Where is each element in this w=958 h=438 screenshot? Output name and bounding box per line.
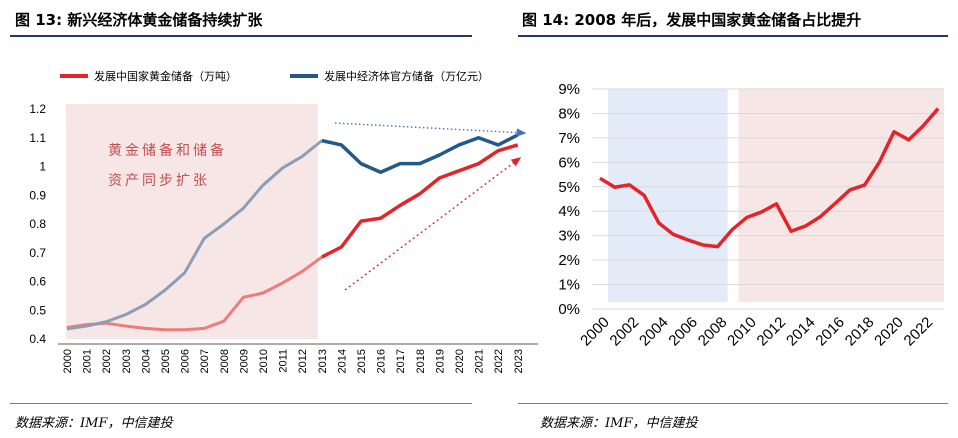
x-tick-label: 2003	[121, 349, 133, 373]
x-tick-label: 2016	[812, 314, 848, 350]
x-tick-label: 2005	[160, 349, 172, 373]
y-tick-label: 1	[39, 160, 46, 174]
x-tick-label: 2014	[783, 314, 819, 350]
right-title-rule	[518, 35, 948, 37]
series-line-official-reserve	[321, 133, 519, 174]
x-tick-label: 2017	[395, 349, 407, 373]
x-tick-label: 2004	[636, 314, 672, 350]
x-tick-label: 2018	[842, 314, 878, 350]
y-tick-label: 1.1	[29, 131, 46, 145]
y-tick-label: 8%	[558, 105, 580, 122]
x-tick-label: 2022	[901, 314, 937, 350]
y-tick-label: 0.5	[29, 303, 46, 317]
y-tick-label: 7%	[558, 130, 580, 147]
x-tick-label: 2011	[278, 349, 290, 373]
series-line-official-reserve-early	[66, 139, 323, 331]
x-tick-label: 2002	[101, 349, 113, 373]
annotation-text: 资产同步扩张	[108, 173, 210, 189]
x-tick-label: 2008	[219, 349, 231, 373]
right-chart: 0% 1% 2% 3% 4% 5% 6% 7% 8% 9% 20002002200420062008…	[558, 81, 945, 350]
shaded-region	[66, 104, 318, 339]
y-tick-label: 1.2	[29, 102, 46, 116]
x-tick-label: 2019	[434, 349, 446, 373]
y-tick-label: 0.8	[29, 217, 46, 231]
x-tick-label: 2008	[695, 314, 731, 350]
x-tick-label: 2009	[238, 349, 250, 373]
trend-arrow-red	[344, 157, 522, 291]
y-tick-label: 2%	[558, 252, 580, 269]
y-tick-label: 0.7	[29, 246, 46, 260]
x-tick-label: 2006	[180, 349, 192, 373]
x-tick-label: 2004	[140, 349, 152, 373]
trend-arrow-blue	[334, 122, 527, 137]
y-tick-label: 0%	[558, 301, 580, 318]
x-tick-label: 2006	[665, 314, 701, 350]
left-bottom-rule	[10, 403, 472, 404]
right-source-note: 数据来源：IMF，中信建投	[540, 416, 698, 431]
x-tick-label: 2012	[297, 349, 309, 373]
series-line-gold-share	[599, 107, 940, 249]
x-tick-label: 2023	[513, 349, 525, 373]
y-tick-label: 0.4	[29, 332, 46, 346]
left-chart: 0.4 0.5 0.6 0.7 0.8 0.9 1 1.1 1.2 2000 2001 2002 200…	[29, 69, 538, 373]
x-tick-label: 2015	[356, 349, 368, 373]
y-tick-label: 0.9	[29, 188, 46, 202]
left-title-rule	[10, 35, 472, 37]
x-tick-label: 2012	[754, 314, 790, 350]
x-tick-label: 2020	[871, 314, 907, 350]
right-figure-title: 图 14: 2008 年后，发展中国家黄金储备占比提升	[522, 11, 862, 29]
x-tick-label: 2014	[336, 349, 348, 373]
y-tick-label: 0.6	[29, 275, 46, 289]
x-tick-label: 2016	[376, 349, 388, 373]
legend-label-official-reserve: 发展中经济体官方储备（万亿元）	[324, 69, 489, 83]
legend-label-gold-reserve: 发展中国家黄金储备（万吨）	[94, 69, 237, 83]
x-tick-label: 2021	[474, 349, 486, 373]
x-tick-label: 2002	[607, 314, 643, 350]
x-tick-label: 2013	[317, 349, 329, 373]
y-tick-label: 4%	[558, 203, 580, 220]
y-tick-label: 1%	[558, 277, 580, 294]
x-tick-label: 2018	[415, 349, 427, 373]
y-tick-label: 5%	[558, 179, 580, 196]
left-source-note: 数据来源：IMF，中信建投	[15, 416, 173, 431]
x-tick-label: 2001	[82, 349, 94, 373]
series-line-gold-reserve-early	[66, 255, 323, 332]
y-tick-label: 3%	[558, 228, 580, 245]
series-line-gold-reserve	[321, 143, 519, 259]
x-tick-label: 2000	[62, 349, 74, 373]
right-bottom-rule	[518, 403, 948, 404]
x-tick-label: 2010	[258, 349, 270, 373]
x-tick-label: 2010	[724, 314, 760, 350]
shaded-region	[738, 89, 945, 302]
shaded-region	[608, 89, 728, 302]
x-tick-label: 2007	[199, 349, 211, 373]
y-tick-label: 6%	[558, 154, 580, 171]
x-tick-label: 2022	[493, 349, 505, 373]
y-tick-label: 9%	[558, 81, 580, 98]
x-tick-label: 2020	[454, 349, 466, 373]
annotation-text: 黄金储备和储备	[108, 142, 227, 159]
x-tick-label: 2000	[577, 314, 613, 350]
left-figure-title: 图 13: 新兴经济体黄金储备持续扩张	[15, 11, 263, 29]
